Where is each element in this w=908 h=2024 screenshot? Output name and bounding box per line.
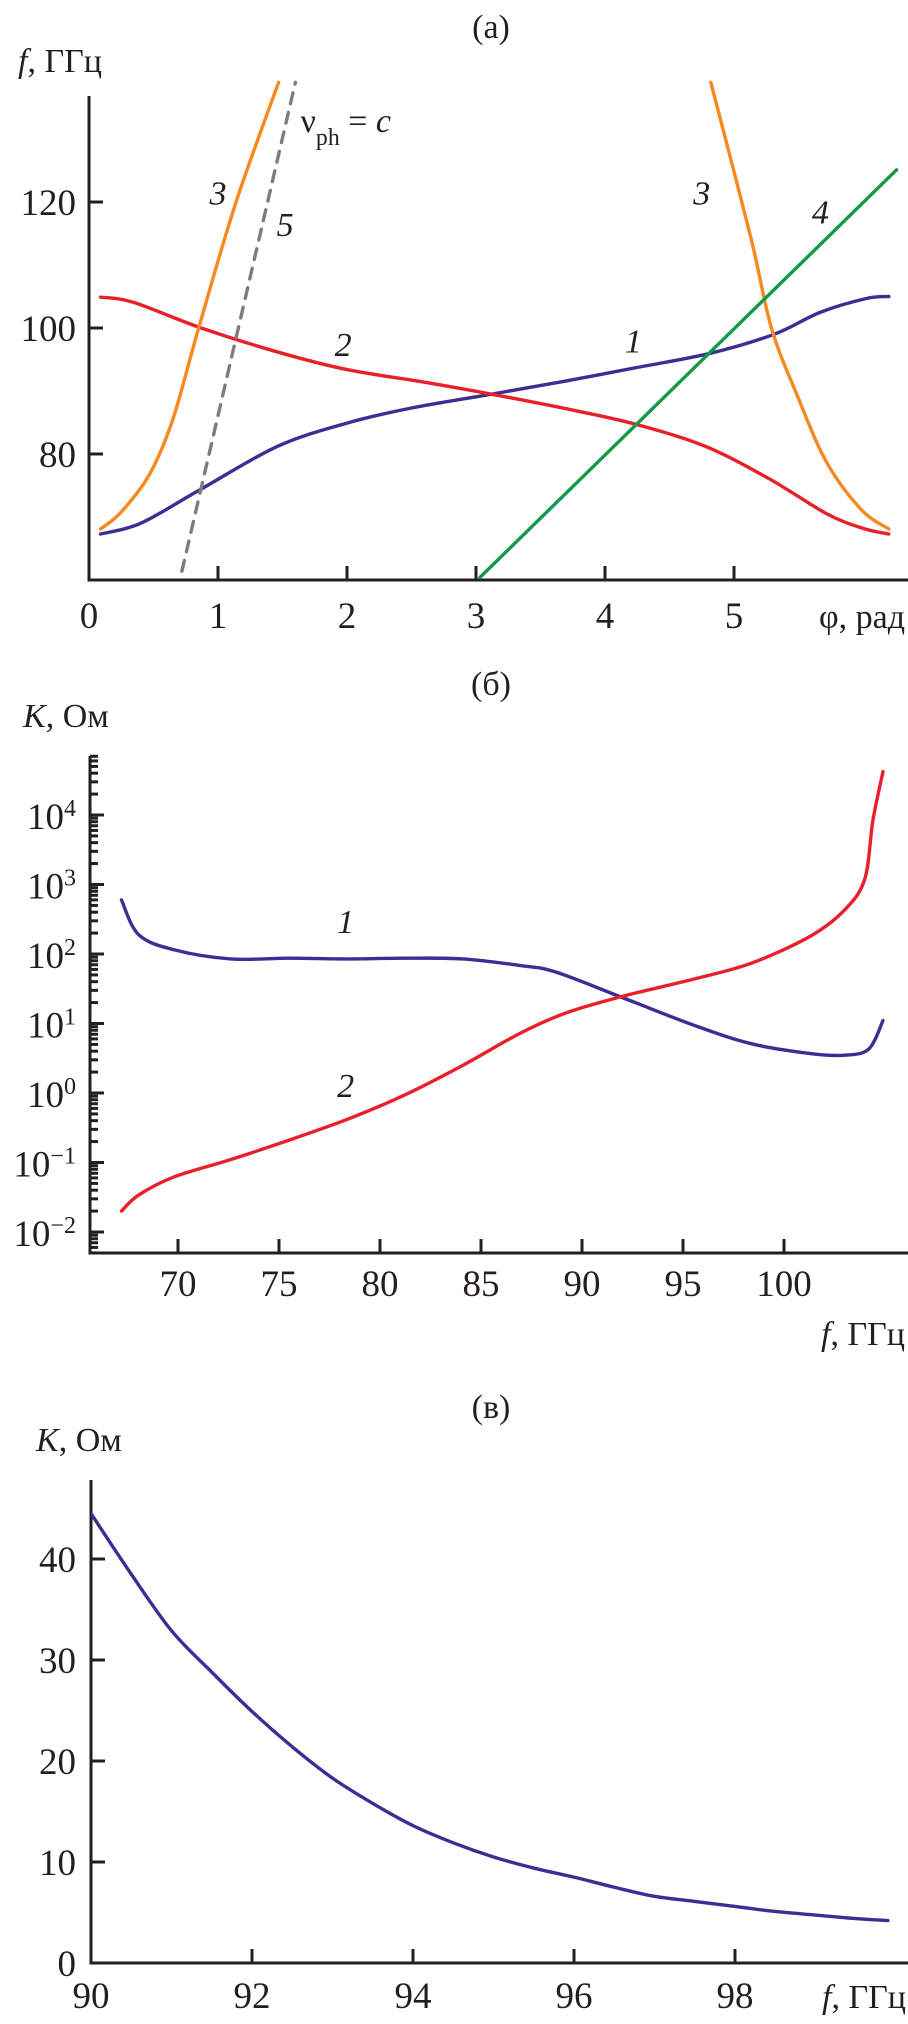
x-tick-label: 90 [73,1976,110,2017]
curve-label: 3 [692,176,710,213]
y-axis-label: f, ГГц [18,43,102,80]
y-axis-label: K, Ом [22,698,109,735]
x-tick-label: 94 [395,1976,432,2017]
series-line-3 [98,80,281,531]
chart-panel-3: (в) K, Ом 90 92 94 96 98 0 10 20 30 40 f, ГГц [35,1389,908,2017]
series-line-2 [98,295,891,536]
x-tick-label: 70 [160,1264,197,1305]
x-tick-label: 0 [80,596,99,637]
x-tick-label: 1 [209,596,228,637]
y-tick-label: 103 [27,866,76,908]
x-tick-label: 4 [596,596,615,637]
curve-label: 2 [337,1068,354,1105]
axes [88,756,908,1255]
series-line-2 [119,769,885,1213]
series-line-1 [98,294,891,536]
y-tick-label: 102 [27,935,76,977]
x-tick-label: 95 [665,1264,702,1305]
x-tick-label: 5 [725,596,744,637]
y-tick-label: 10−2 [13,1213,76,1255]
panel-title: (в) [472,1389,511,1426]
y-tick-label: 104 [27,796,76,838]
curve-label: 4 [812,194,829,231]
series-line-1 [119,898,885,1058]
x-tick-label: 80 [362,1264,399,1305]
x-tick-label: 96 [556,1976,593,2017]
x-tick-label: 75 [261,1264,298,1305]
x-axis-label: f, ГГц [821,1316,905,1353]
y-tick-label: 10−1 [13,1144,76,1186]
y-tick-label: 20 [39,1742,76,1783]
axes [87,96,908,582]
y-tick-label: 80 [39,435,76,476]
panel-title: (б) [471,666,511,703]
chart-panel-1: (a) f, ГГц 0 1 2 3 4 5 80 100 120 φ, рад 3 5 2 1 3 4 νph =… [18,9,908,637]
y-tick-label: 0 [58,1944,77,1985]
series-line-5 [180,80,298,573]
x-tick-label: 2 [338,596,357,637]
x-tick-label: 100 [756,1264,812,1305]
x-tick-label: 85 [463,1264,500,1305]
x-axis-label: f, ГГц [822,1979,906,2016]
x-tick-label: 3 [467,596,486,637]
chart-panel-2: (б) K, Ом 70 75 80 85 90 95 100 10−2 10−1 100 101 102… [13,666,908,1353]
y-tick-label: 100 [27,1074,76,1116]
y-tick-label: 120 [21,183,77,224]
y-tick-label: 30 [39,1641,76,1682]
x-axis-label: φ, рад [819,599,905,636]
y-tick-label: 40 [39,1540,76,1581]
series-line-4 [478,168,899,580]
curve-label: 5 [277,207,294,244]
axes [89,1480,908,1965]
y-tick-label: 100 [21,309,77,350]
series-line-3 [709,80,891,531]
panel-title: (a) [472,9,510,46]
x-tick-label: 92 [234,1976,271,2017]
curve-label: 1 [337,904,354,941]
y-tick-label: 101 [27,1005,76,1047]
curve-label: 2 [335,327,352,364]
series-line-1 [91,1511,890,1923]
x-tick-label: 98 [717,1976,754,2017]
y-tick-label: 10 [39,1843,76,1884]
curve-label: 1 [625,324,642,361]
phase-velocity-label: νph = c [301,103,391,151]
x-tick-label: 90 [564,1264,601,1305]
curve-label: 3 [209,176,227,213]
y-axis-label: K, Ом [35,1422,122,1459]
